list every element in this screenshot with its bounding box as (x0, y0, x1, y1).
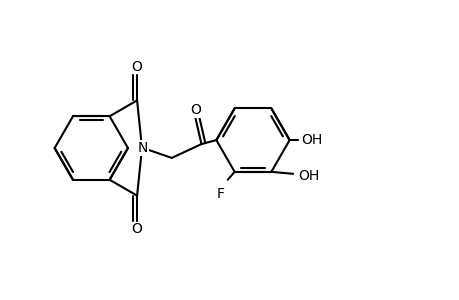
Text: O: O (131, 60, 142, 74)
Text: OH: OH (298, 169, 319, 183)
Text: O: O (131, 222, 142, 236)
Text: O: O (190, 103, 201, 117)
Text: N: N (138, 141, 148, 155)
Text: OH: OH (300, 133, 321, 147)
Text: F: F (216, 187, 224, 201)
